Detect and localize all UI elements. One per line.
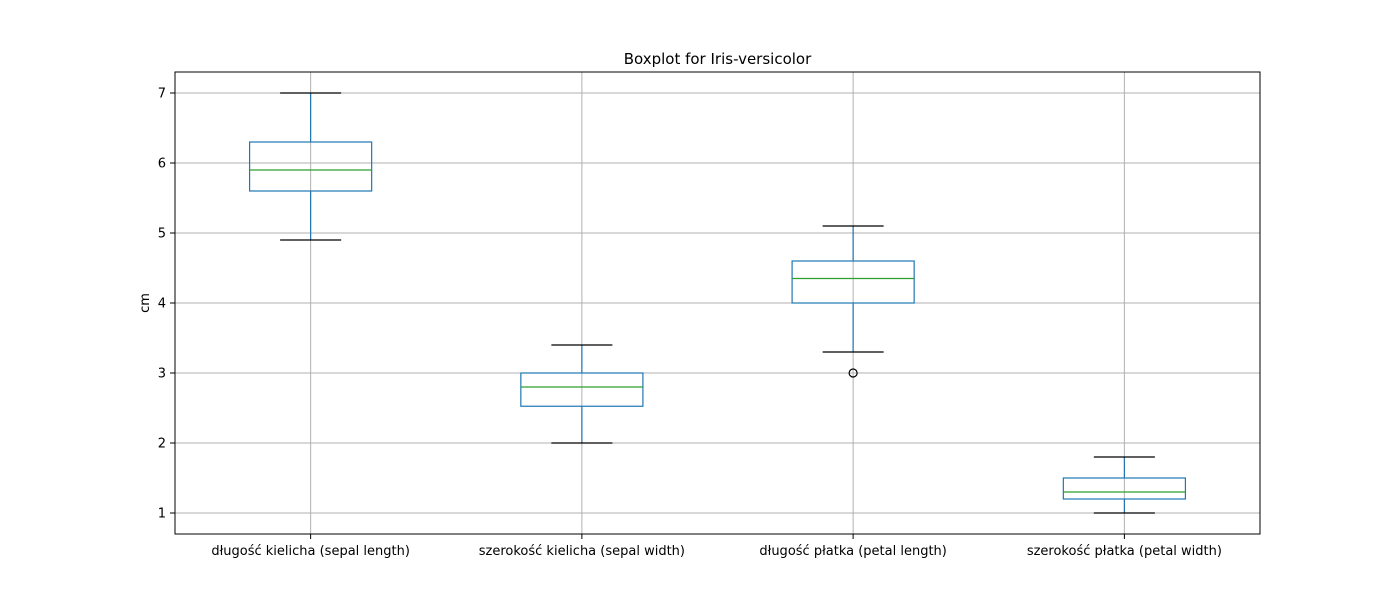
y-tick-label: 3 <box>158 367 166 382</box>
x-tick-label: szerokość płatka (petal width) <box>1027 544 1222 559</box>
y-tick-label: 6 <box>158 157 166 172</box>
y-tick-label: 5 <box>158 227 166 242</box>
ticks-layer: 1 2 3 4 5 6 7 długość kielicha (sepal length) sz… <box>158 87 1222 560</box>
grid-layer <box>175 72 1260 534</box>
iqr-box <box>520 372 644 407</box>
iqr-box <box>791 260 915 304</box>
x-tick-label: długość kielicha (sepal length) <box>211 544 410 559</box>
y-axis-label: cm <box>138 293 153 313</box>
box-group <box>248 92 373 241</box>
box-group <box>520 344 644 444</box>
y-tick-label: 2 <box>158 437 166 452</box>
box-group <box>791 225 915 378</box>
iqr-box <box>248 141 373 192</box>
box-group <box>1062 456 1187 514</box>
boxes-layer <box>248 92 1187 514</box>
outlier-point <box>848 368 858 378</box>
chart-title: Boxplot for Iris-versicolor <box>624 50 812 68</box>
y-tick-label: 1 <box>158 507 166 522</box>
y-tick-label: 7 <box>158 87 166 102</box>
y-tick-label: 4 <box>158 297 166 312</box>
x-tick-label: długość płatka (petal length) <box>759 544 947 559</box>
iqr-box <box>1062 477 1187 500</box>
x-tick-label: szerokość kielicha (sepal width) <box>479 544 685 559</box>
